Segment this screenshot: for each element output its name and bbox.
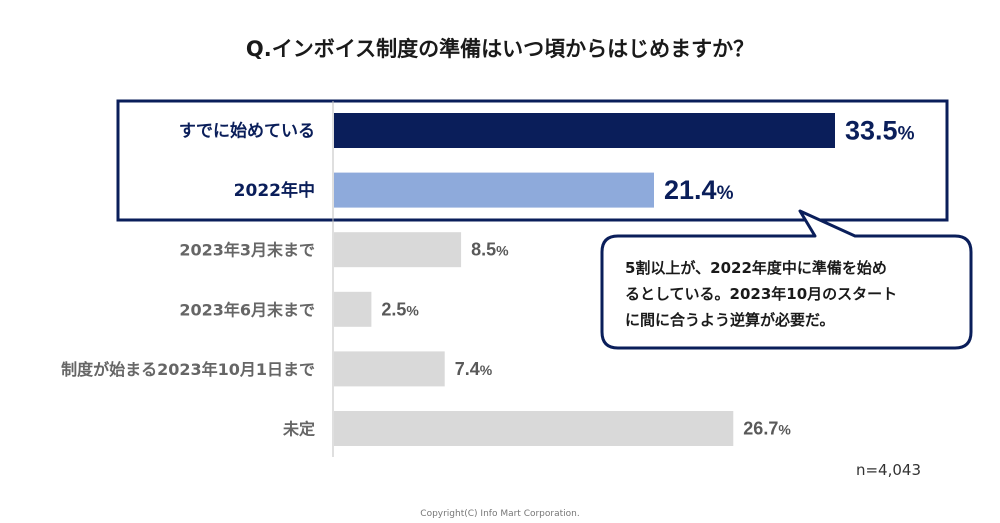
category-label-5: 制度が始まる2023年10月1日まで bbox=[61, 360, 315, 379]
sample-size-note: n=4,043 bbox=[856, 461, 921, 479]
callout-line-3: に間に合うよう逆算が必要だ。 bbox=[625, 311, 835, 329]
copyright-notice: Copyright(C) Info Mart Corporation. bbox=[420, 509, 579, 519]
callout-shape bbox=[600, 209, 973, 350]
callout-bubble: 5割以上が、2022年度中に準備を始め るとしている。2023年10月のスタート… bbox=[600, 209, 973, 350]
bar-6 bbox=[334, 411, 734, 446]
value-label-3: 8.5% bbox=[471, 240, 509, 260]
category-label-4: 2023年6月末まで bbox=[179, 300, 315, 319]
value-label-4: 2.5% bbox=[381, 299, 419, 319]
category-label-1: すでに始めている bbox=[179, 121, 315, 142]
bar-1 bbox=[334, 113, 835, 148]
value-label-6: 26.7% bbox=[743, 419, 791, 439]
value-label-2: 21.4% bbox=[664, 175, 734, 205]
category-label-2: 2022年中 bbox=[234, 180, 315, 201]
bar-5 bbox=[334, 351, 445, 387]
value-label-1: 33.5% bbox=[845, 116, 915, 146]
highlight-box bbox=[116, 99, 949, 222]
chart-title: Q.インボイス制度の準備はいつ頃からはじめますか？ bbox=[246, 37, 754, 61]
category-labels: すでに始めている 2022年中 2023年3月末まで 2023年6月末まで制度が始まる… bbox=[61, 121, 315, 439]
category-label-6: 未定 bbox=[282, 420, 315, 439]
callout-line-1: 5割以上が、2022年度中に準備を始め bbox=[625, 259, 887, 277]
value-label-5: 7.4% bbox=[455, 359, 493, 379]
callout-line-2: るとしている。2023年10月のスタート bbox=[625, 285, 897, 303]
bar-2 bbox=[334, 172, 654, 208]
bar-4 bbox=[334, 291, 372, 327]
bars-layer bbox=[334, 113, 835, 446]
value-labels: 33.5% 21.4% 8.5% 2.5% 7.4% 26.7% bbox=[381, 116, 914, 439]
bar-3 bbox=[334, 232, 462, 268]
category-label-3: 2023年3月末まで bbox=[179, 241, 315, 260]
